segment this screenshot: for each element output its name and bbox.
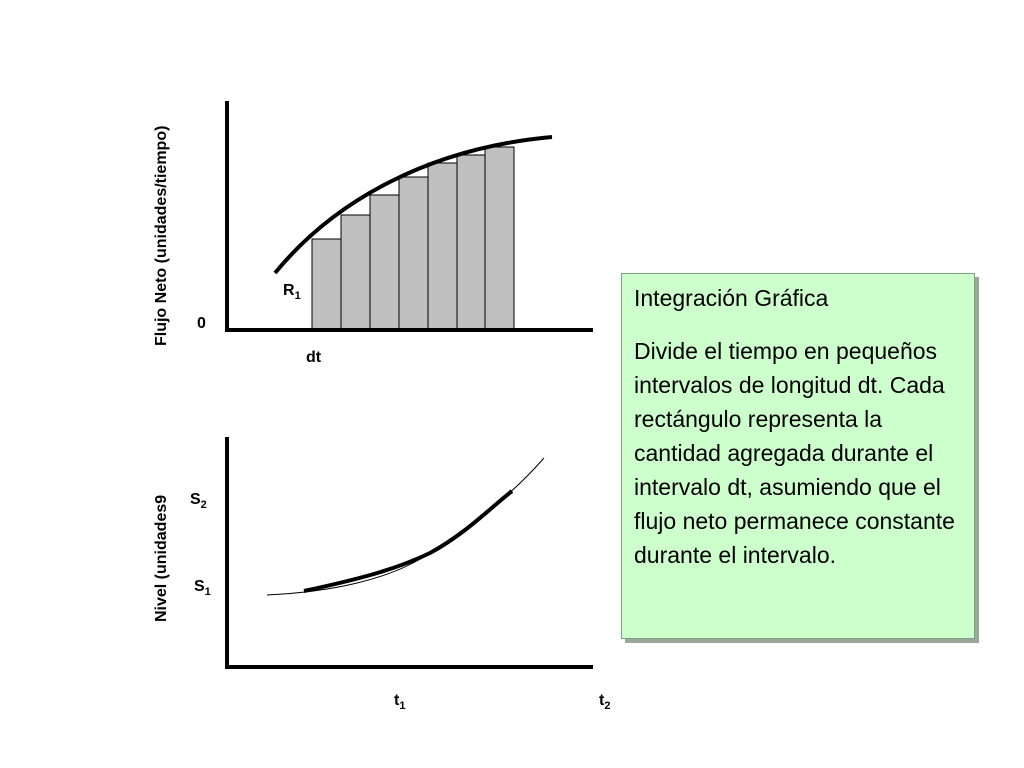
s1-label: S1 [194,578,211,598]
flow-rect-3 [369,194,400,331]
flow-rect-4 [398,176,429,331]
flow-chart: Flujo Neto (unidades/tiempo) 0 R1 dt [153,101,593,366]
flow-rect-5 [427,162,458,331]
t1-label: t1 [394,692,405,712]
level-curve-thin [266,457,545,596]
t2-label: t2 [599,692,610,712]
flow-rectangles [311,146,515,331]
flow-rect-6 [456,154,486,331]
level-curve-bold [303,489,514,593]
flow-curve-r1 [273,135,553,275]
curve-label-r1: R1 [283,282,301,302]
level-chart: Nivel (unidades9 S2 S1 t1 t2 [153,437,610,712]
explanation-body: Divide el tiempo en pequeños intervalos … [634,338,955,568]
flow-y-axis-label: Flujo Neto (unidades/tiempo) [153,126,170,346]
s2-label: S2 [190,491,207,511]
level-y-axis-label: Nivel (unidades9 [153,495,170,622]
flow-rect-2 [340,214,371,331]
explanation-title: Integración Gráfica [634,285,829,311]
flow-rect-7 [484,146,515,331]
flow-zero-label: 0 [197,315,206,332]
flow-rect-1 [311,238,342,331]
dt-label: dt [306,349,322,366]
explanation-box: Integración Gráfica Divide el tiempo en … [621,273,975,639]
